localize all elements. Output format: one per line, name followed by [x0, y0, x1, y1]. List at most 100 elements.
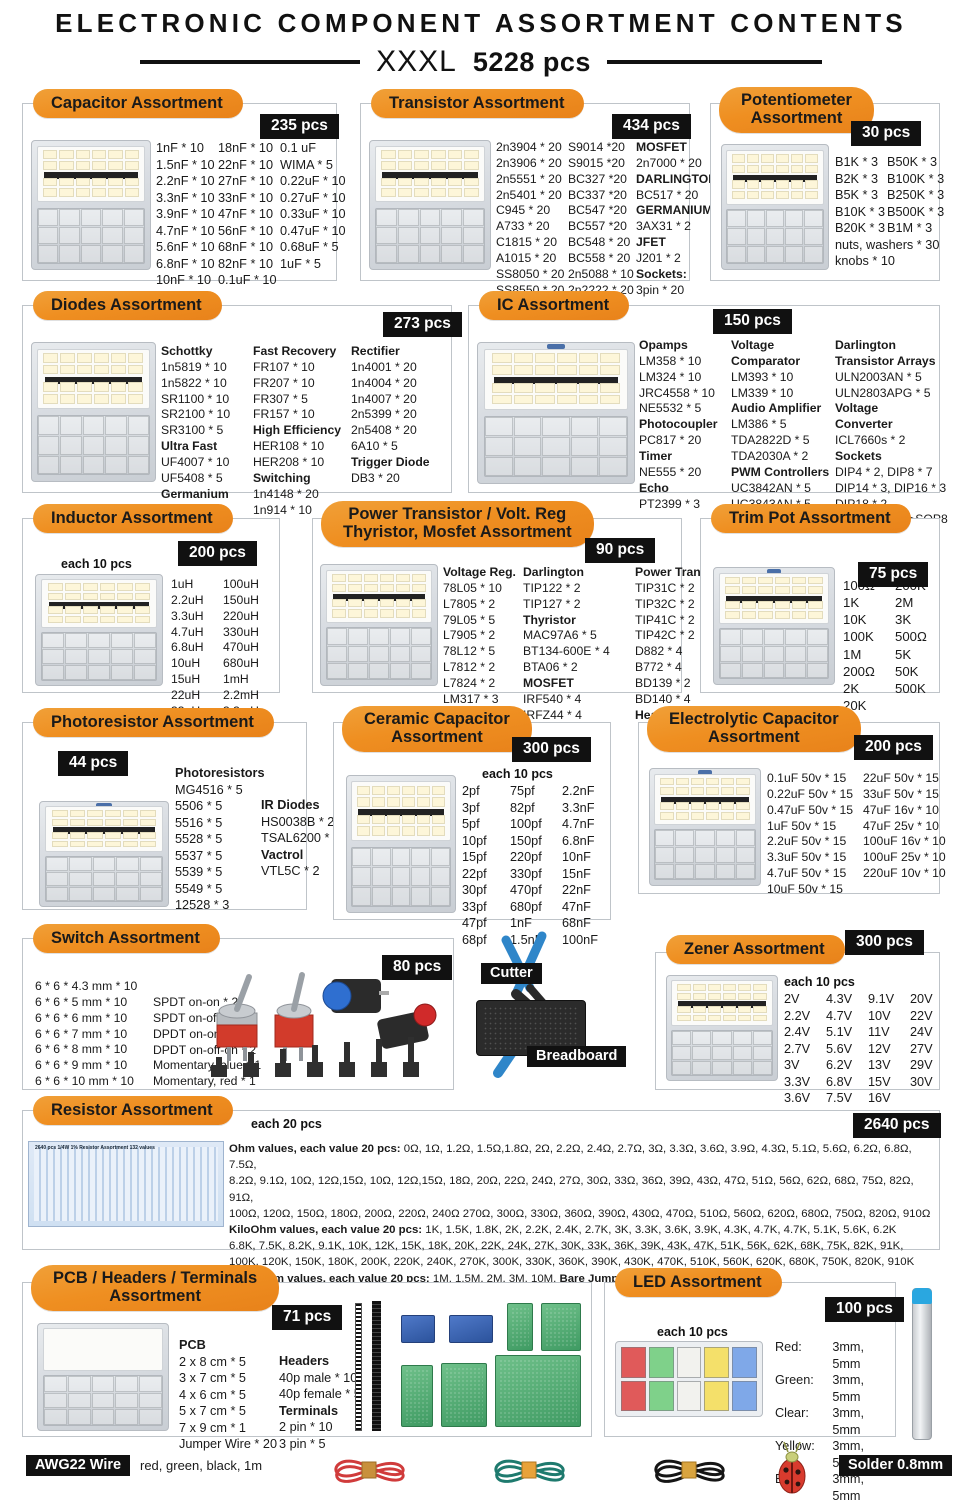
breadboard-label: Breadboard — [527, 1046, 627, 1067]
list-item: 22pf — [462, 866, 487, 881]
list-item: 1n5822 * 10 — [161, 375, 227, 390]
led-sizes: 3mm, 5mm — [832, 1373, 865, 1404]
list-item: 470pf — [510, 883, 542, 897]
list-item: 22nF * 10 — [218, 157, 274, 172]
list-item: 2.2mH — [223, 688, 259, 703]
list-item: 200Ω — [843, 663, 875, 679]
capacitor-col1: 1nF * 10 1.5nF * 10 2.2nF * 10 3.3nF * 10 3.… — [156, 140, 218, 289]
list-item: 9.1V — [868, 992, 895, 1006]
list-item: 0.68uF * 5 — [280, 240, 339, 254]
list-item: Trigger Diode — [351, 455, 430, 470]
list-item: 47nF * 10 — [218, 207, 274, 221]
zener-col2: 4.3V4.7V5.1V5.6V6.2V6.8V7.5V8.2V — [826, 991, 868, 1123]
list-item: 5K — [895, 646, 912, 662]
list-item: SPDT on-on * 2 — [153, 995, 239, 1009]
list-item: FR157 * 10 — [253, 407, 315, 422]
list-item: 3V — [784, 1058, 800, 1072]
ic-kit-photo — [477, 342, 635, 484]
list-item: VTL5C * 2 — [261, 864, 320, 878]
list-item: 68pf — [462, 932, 487, 947]
transistor-col2: S9014 *20 S9015 *20 BC327 *20 BC337 *20 BC54… — [568, 140, 636, 299]
list-item: 1n5819 * 10 — [161, 359, 227, 374]
terminal-block-2pin — [401, 1315, 435, 1343]
list-item: PWM Controllers — [731, 464, 830, 479]
list-item: 6.2V — [826, 1058, 853, 1072]
list-item: BC558 * 20 — [568, 251, 631, 266]
list-item: 15uH — [171, 672, 201, 687]
list-item: 2 pin * 10 — [279, 1420, 333, 1434]
rule-left — [140, 60, 361, 64]
card-capacitor-assortment: Capacitor Assortment 1nF * 10 1.5nF * 10 2… — [22, 89, 346, 287]
list-item: TIP122 * 2 — [523, 580, 581, 595]
list-item: Terminals — [279, 1403, 338, 1418]
power-transistor-title-line2: Thyristor, Mosfet Assortment — [343, 523, 572, 542]
inductor-kit-photo — [35, 574, 163, 686]
list-item: 500K — [895, 680, 926, 696]
list-item: 220uF 10v * 10 — [863, 866, 946, 881]
list-item: 2.7V — [784, 1041, 811, 1056]
list-item: 16V — [868, 1091, 891, 1105]
list-item: FR307 * 5 — [253, 391, 308, 406]
list-item: 0.1uF 50v * 15 — [767, 771, 847, 785]
card-pcb-assortment: PCB / Headers / Terminals Assortment PCB… — [22, 1265, 592, 1451]
list-item: 47uF 16v * 10 — [863, 802, 939, 817]
switch-badge: 80 pcs — [382, 955, 453, 980]
diodes-badge: 273 pcs — [383, 312, 462, 337]
list-item: 6A10 * 5 — [351, 439, 398, 454]
list-item: 1n914 * 10 — [253, 502, 312, 517]
diodes-col2: Fast Recovery FR107 * 10 FR207 * 10 FR307 *… — [253, 344, 351, 518]
led-kit-photo — [615, 1341, 763, 1417]
potentiometer-title-line1: Potentiometer — [741, 91, 852, 109]
pcb-kit-photo — [37, 1323, 169, 1431]
list-item: B500K * 3 — [887, 204, 945, 219]
rule-right — [606, 60, 822, 64]
list-item: 10K — [843, 612, 867, 628]
list-item: nuts, washers * 30 — [835, 237, 940, 252]
power-transistor-kit-photo — [320, 564, 438, 686]
list-item: 18nF * 10 — [218, 141, 274, 155]
power-transistor-col2: Darlington TIP122 * 2 TIP127 * 2 Thyristor M… — [523, 565, 635, 724]
ceramic-kit-photo — [346, 775, 456, 913]
list-item: 330pf — [510, 866, 542, 881]
resistor-values: Ohm values, each value 20 pcs: 0Ω, 1Ω, 1… — [229, 1141, 935, 1287]
list-item: 2pf — [462, 784, 480, 798]
list-item: 7 x 9 cm * 1 — [179, 1420, 246, 1435]
led-color-label: Red: — [775, 1340, 802, 1354]
trim-pot-col1: 100Ω1K10K100K1M200Ω2K20K — [843, 577, 895, 714]
list-item: NE555 * 20 — [639, 464, 702, 479]
list-item: ICL7660s * 2 — [835, 433, 906, 448]
list-item: IRFZ44 * 4 — [523, 707, 582, 722]
list-item: BC517 * 20 — [636, 187, 699, 202]
ceramic-badge: 300 pcs — [512, 737, 591, 762]
list-item: 6 * 6 * 4.3 mm * 10 — [35, 979, 138, 993]
list-item: 1M — [843, 646, 862, 662]
list-item: 1n4004 * 20 — [351, 375, 417, 390]
resistor-kohm-line2: 6.8K, 7.5K, 8.2K, 9.1K, 10K, 12K, 15K, 1… — [229, 1240, 904, 1253]
wire-description: red, green, black, 1m — [140, 1458, 263, 1473]
capacitor-lists: 1nF * 10 1.5nF * 10 2.2nF * 10 3.3nF * 10 3.… — [156, 140, 346, 289]
list-item: HER208 * 10 — [253, 455, 325, 470]
list-item: 680uH — [223, 656, 259, 671]
resistor-ohm-line3: 100Ω, 120Ω, 150Ω, 180Ω, 200Ω, 220Ω, 240Ω… — [229, 1207, 931, 1220]
resistor-ohm-label: Ohm values, each value 20 pcs: — [229, 1143, 401, 1155]
cutter-label: Cutter — [481, 963, 542, 984]
led-title: LED Assortment — [615, 1268, 782, 1298]
capacitor-title: Capacitor Assortment — [33, 89, 243, 119]
list-item: 82pf — [510, 800, 535, 815]
resistor-title: Resistor Assortment — [33, 1096, 233, 1126]
resistor-each-label: each 20 pcs — [251, 1117, 322, 1131]
list-item: Switching — [253, 470, 311, 485]
list-item: HER108 * 10 — [253, 439, 325, 454]
pcb-lists: PCB 2 x 8 cm * 5 3 x 7 cm * 5 4 x 6 cm * 5 5… — [179, 1337, 361, 1453]
diodes-lists: Schottky 1n5819 * 10 1n5822 * 10 SR1100 * 1… — [161, 344, 430, 518]
ic-title: IC Assortment — [479, 291, 630, 321]
list-item: 1nF — [510, 916, 532, 930]
list-item: BC557 *20 — [568, 219, 627, 234]
ceramic-title: Ceramic Capacitor Assortment — [342, 706, 532, 752]
list-item: DIP14 * 3, DIP16 * 3 — [835, 480, 947, 495]
list-item: JRC4558 * 10 — [639, 385, 715, 400]
list-item: 15nF — [562, 866, 591, 881]
list-item: TIP127 * 2 — [523, 596, 581, 611]
